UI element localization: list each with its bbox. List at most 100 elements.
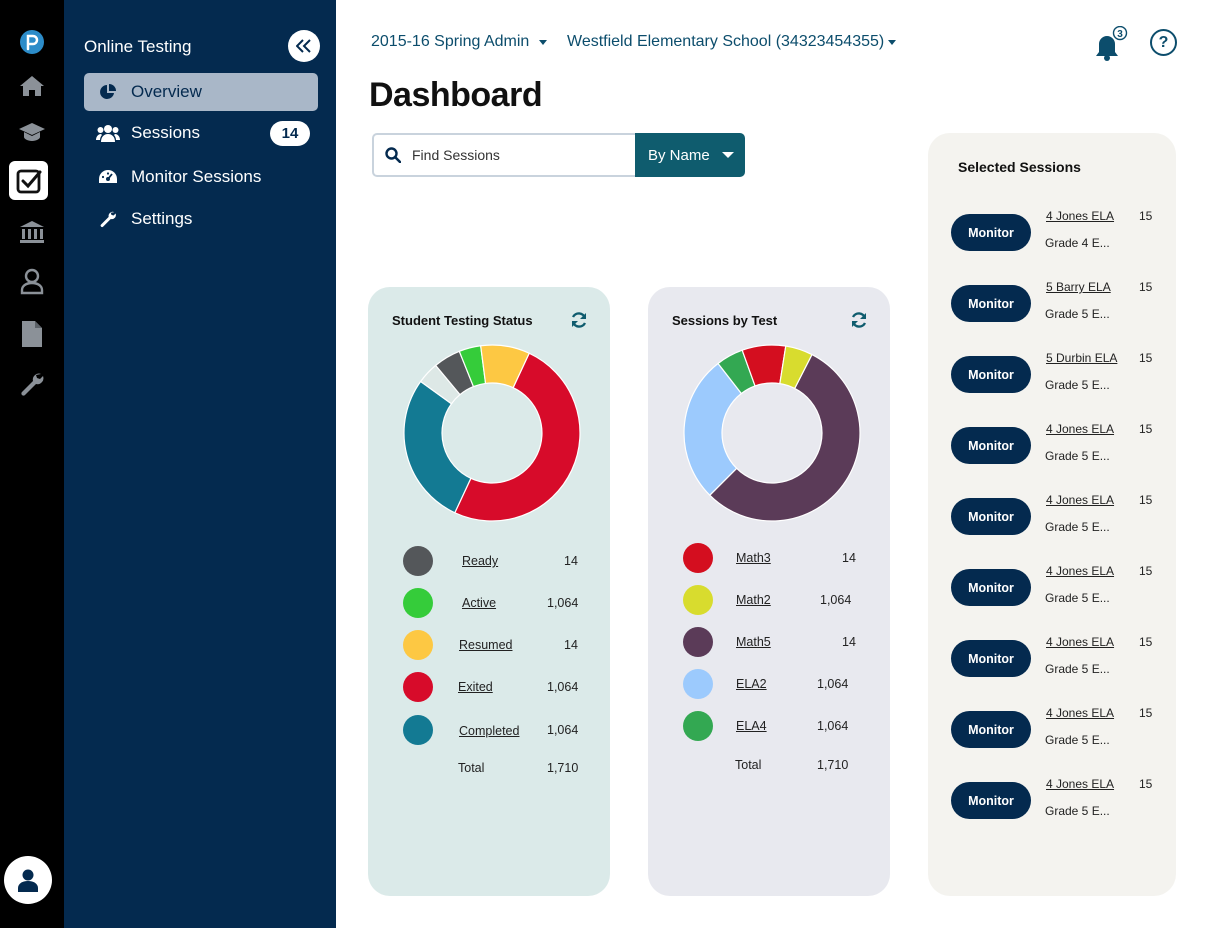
session-grade: Grade 5 E... [1045,662,1110,676]
monitor-button[interactable]: Monitor [951,356,1031,393]
document-icon[interactable] [10,314,54,354]
session-name-link[interactable]: 4 Jones ELA [1046,777,1115,791]
logo-icon[interactable] [10,22,54,62]
legend-label[interactable]: Exited [458,680,493,694]
session-grade: Grade 5 E... [1045,591,1110,605]
sessions-by-test-card: Sessions by Test Math3 14 Math2 1,064 Ma… [648,287,890,896]
legend-value: 1,064 [817,677,849,691]
donut-slice-completed[interactable] [403,380,472,514]
monitor-button[interactable]: Monitor [951,214,1031,251]
legend-swatch [683,585,713,615]
monitor-button[interactable]: Monitor [951,640,1031,677]
monitor-button[interactable]: Monitor [951,427,1031,464]
legend-item-math5: Math5 14 [668,627,868,657]
monitor-button[interactable]: Monitor [951,782,1031,819]
card-title: Student Testing Status [392,313,533,328]
session-name-link[interactable]: 4 Jones ELA [1046,422,1115,436]
donut-slice-math2[interactable] [779,345,813,390]
wrench-icon[interactable] [10,364,54,404]
session-name-link[interactable]: 4 Jones ELA [1046,564,1115,578]
monitor-button[interactable]: Monitor [951,498,1031,535]
admin-selector-label: 2015-16 Spring Admin [371,33,530,50]
donut-slice-resumed[interactable] [479,344,530,389]
card-title: Sessions by Test [672,313,778,328]
chevron-down-icon [888,39,897,45]
refresh-icon[interactable] [570,311,588,329]
admin-selector[interactable]: 2015-16 Spring Admin [371,33,548,51]
chevron-down-icon [539,39,548,45]
chevron-down-icon [721,152,734,158]
session-name-link[interactable]: 4 Jones ELA [1046,493,1115,507]
checkbox-icon[interactable] [9,161,48,200]
legend-label[interactable]: Math2 [736,593,771,607]
double-chevron-left-icon [296,39,311,53]
legend-item-ela4: ELA4 1,064 [668,711,868,741]
search-icon [385,147,401,163]
donut-slice-exited[interactable] [454,352,581,522]
monitor-button[interactable]: Monitor [951,285,1031,322]
legend-value: 14 [564,554,578,568]
legend-label[interactable]: Ready [462,554,499,568]
gauge-icon [98,170,117,183]
total-label: Total [735,758,762,772]
legend-item-exited: Exited 1,064 [388,672,588,702]
session-name-link[interactable]: 5 Barry ELA [1046,280,1111,294]
session-count: 15 [1139,209,1153,223]
legend-value: 1,064 [817,719,849,733]
nav-item-label: Sessions [131,123,200,142]
nav-item-settings[interactable]: Settings [84,200,318,238]
monitor-button[interactable]: Monitor [951,711,1031,748]
graduation-cap-icon[interactable] [10,112,54,152]
search-input[interactable] [412,147,622,163]
donut-slice-ela2[interactable] [683,362,743,497]
session-count: 15 [1139,351,1153,365]
monitor-button[interactable]: Monitor [951,569,1031,606]
nav-item-sessions[interactable]: Sessions 14 [84,114,318,152]
pie-chart-icon [99,84,116,99]
legend-label[interactable]: Math3 [736,551,771,565]
nav-item-monitor-sessions[interactable]: Monitor Sessions [84,158,318,196]
legend-value: 1,064 [547,596,579,610]
session-count: 15 [1139,422,1153,436]
session-count: 15 [1139,635,1153,649]
session-name-link[interactable]: 4 Jones ELA [1046,706,1115,720]
legend-item-ready: Ready 14 [388,546,588,576]
search-mode-dropdown[interactable]: By Name [635,133,745,177]
session-count: 15 [1139,777,1153,791]
collapse-nav-button[interactable] [288,30,320,62]
session-name-link[interactable]: 4 Jones ELA [1046,209,1115,223]
legend-value: 1,064 [547,680,579,694]
notifications-button[interactable]: 3 [1092,25,1128,62]
session-row: Monitor 4 Jones ELA Grade 5 E... 15 [928,493,1176,553]
help-button[interactable]: ? [1150,29,1177,56]
refresh-icon[interactable] [850,311,868,329]
session-row: Monitor 4 Jones ELA Grade 5 E... 15 [928,422,1176,482]
legend-item-math3: Math3 14 [668,543,868,573]
bell-icon: 3 [1096,25,1128,61]
legend-value: 14 [842,551,856,565]
legend-swatch [683,543,713,573]
selected-sessions-panel: Selected Sessions Monitor 4 Jones ELA Grad… [928,133,1176,896]
session-grade: Grade 5 E... [1045,307,1110,321]
home-icon[interactable] [10,66,54,106]
session-count: 15 [1139,564,1153,578]
session-count: 15 [1139,706,1153,720]
legend-label[interactable]: Active [462,596,497,610]
notification-count: 3 [1117,29,1123,40]
legend-label[interactable]: Completed [459,724,520,738]
institution-icon[interactable] [10,212,54,252]
legend-label[interactable]: ELA4 [736,719,767,733]
nav-item-label: Settings [131,209,193,228]
legend-label[interactable]: Math5 [736,635,771,649]
total-value: 1,710 [817,758,849,772]
user-icon[interactable] [10,261,54,301]
donut-slice-math5[interactable] [708,353,861,522]
session-name-link[interactable]: 5 Durbin ELA [1046,351,1118,365]
legend-label[interactable]: Resumed [459,638,513,652]
nav-item-overview[interactable]: Overview [84,73,318,111]
avatar[interactable] [4,856,52,904]
legend-label[interactable]: ELA2 [736,677,767,691]
legend-value: 1,064 [547,723,579,737]
school-selector[interactable]: Westfield Elementary School (34323454355… [567,33,897,51]
session-name-link[interactable]: 4 Jones ELA [1046,635,1115,649]
